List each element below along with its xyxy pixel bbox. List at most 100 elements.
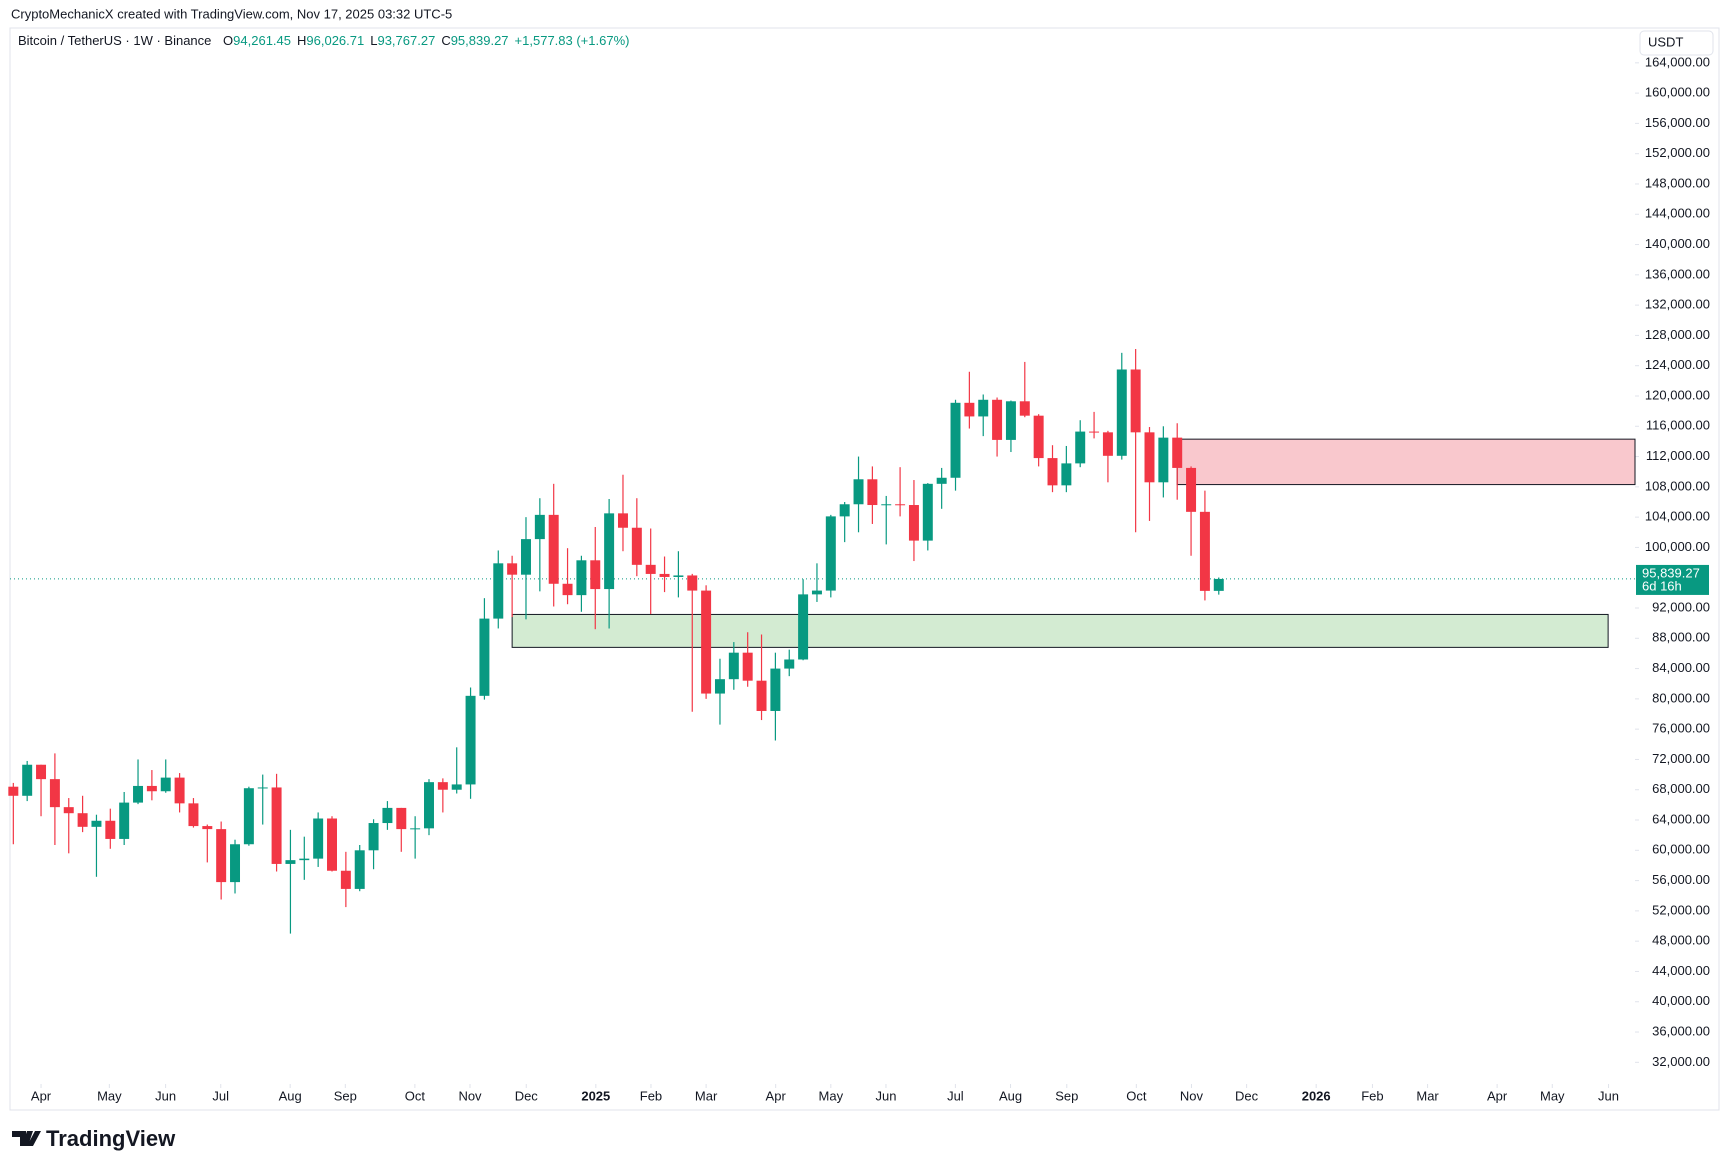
candle-body bbox=[784, 659, 795, 669]
candle-body bbox=[77, 813, 88, 827]
candle-body bbox=[922, 483, 933, 541]
x-tick-label: Oct bbox=[1126, 1088, 1147, 1103]
candle-body bbox=[1033, 415, 1044, 459]
candle-body bbox=[119, 802, 130, 839]
candle-body bbox=[465, 695, 476, 785]
candle-body bbox=[1019, 401, 1030, 416]
candle-body bbox=[410, 828, 421, 830]
candle-body bbox=[548, 514, 559, 584]
y-tick-label: 140,000.00 bbox=[1645, 236, 1710, 251]
candle-body bbox=[950, 402, 961, 478]
x-tick-label: Dec bbox=[1235, 1088, 1259, 1103]
y-tick-label: 92,000.00 bbox=[1652, 599, 1710, 614]
candle-body bbox=[714, 679, 725, 694]
candle-body bbox=[895, 504, 906, 506]
x-tick-label: 2025 bbox=[581, 1088, 610, 1103]
x-tick-label: Apr bbox=[766, 1088, 787, 1103]
candle-body bbox=[673, 575, 684, 577]
legend-label: H bbox=[297, 33, 306, 48]
candle-body bbox=[1061, 463, 1072, 486]
candle-body bbox=[1047, 458, 1058, 486]
candle-body bbox=[770, 668, 781, 711]
x-tick-label: May bbox=[1540, 1088, 1565, 1103]
candle-body bbox=[174, 777, 185, 804]
candle-body bbox=[839, 504, 850, 517]
candle-body bbox=[257, 787, 268, 789]
candle-body bbox=[881, 504, 892, 506]
x-tick-label: Feb bbox=[640, 1088, 662, 1103]
candle-body bbox=[243, 788, 254, 845]
currency-button[interactable] bbox=[1639, 30, 1714, 56]
legend-value: 96,026.71 bbox=[306, 33, 364, 48]
candle-body bbox=[479, 618, 490, 696]
candle-body bbox=[299, 858, 310, 861]
candle-body bbox=[1144, 432, 1155, 483]
candle-body bbox=[1089, 431, 1100, 433]
candle-body bbox=[978, 399, 989, 417]
candle-body bbox=[992, 399, 1003, 440]
candle-body bbox=[798, 594, 809, 660]
y-tick-label: 64,000.00 bbox=[1652, 811, 1710, 826]
candle-body bbox=[91, 820, 102, 827]
x-tick-label: Feb bbox=[1361, 1088, 1383, 1103]
candle-body bbox=[493, 563, 504, 619]
y-tick-label: 60,000.00 bbox=[1652, 842, 1710, 857]
y-tick-label: 148,000.00 bbox=[1645, 175, 1710, 190]
candle-body bbox=[396, 807, 407, 830]
legend-label: C bbox=[441, 33, 450, 48]
y-tick-label: 36,000.00 bbox=[1652, 1023, 1710, 1038]
x-tick-label: Sep bbox=[334, 1088, 357, 1103]
y-tick-label: 44,000.00 bbox=[1652, 963, 1710, 978]
candle-body bbox=[437, 782, 448, 790]
y-tick-label: 52,000.00 bbox=[1652, 902, 1710, 917]
y-tick-label: 108,000.00 bbox=[1645, 478, 1710, 493]
candle-body bbox=[728, 652, 739, 680]
candle-body bbox=[1213, 578, 1224, 591]
candle-body bbox=[687, 575, 698, 591]
y-tick-label: 32,000.00 bbox=[1652, 1054, 1710, 1069]
x-tick-label: Jul bbox=[212, 1088, 229, 1103]
x-tick-label: Sep bbox=[1055, 1088, 1078, 1103]
candle-body bbox=[216, 829, 227, 883]
x-tick-label: Aug bbox=[279, 1088, 302, 1103]
y-tick-label: 104,000.00 bbox=[1645, 509, 1710, 524]
y-tick-label: 156,000.00 bbox=[1645, 115, 1710, 130]
candle-body bbox=[520, 539, 531, 575]
legend-value: 93,767.27 bbox=[377, 33, 435, 48]
candle-body bbox=[271, 787, 282, 864]
x-tick-label: May bbox=[819, 1088, 844, 1103]
y-tick-label: 48,000.00 bbox=[1652, 933, 1710, 948]
candle-body bbox=[867, 479, 878, 506]
candle-body bbox=[146, 785, 157, 792]
x-tick-label: Nov bbox=[458, 1088, 482, 1103]
candle-body bbox=[1102, 432, 1113, 456]
candle-body bbox=[701, 590, 712, 694]
y-tick-label: 152,000.00 bbox=[1645, 145, 1710, 160]
candle-body bbox=[631, 527, 642, 565]
y-tick-label: 56,000.00 bbox=[1652, 872, 1710, 887]
x-tick-label: Nov bbox=[1180, 1088, 1204, 1103]
candle-body bbox=[340, 870, 351, 889]
candle-body bbox=[1158, 437, 1169, 483]
y-tick-label: 84,000.00 bbox=[1652, 660, 1710, 675]
y-tick-label: 144,000.00 bbox=[1645, 206, 1710, 221]
candle-body bbox=[8, 786, 19, 796]
candle-body bbox=[617, 513, 628, 528]
currency[interactable]: USDT bbox=[1648, 34, 1683, 49]
candle-body bbox=[382, 807, 393, 824]
candle-body bbox=[133, 785, 144, 803]
candle-body bbox=[742, 652, 753, 681]
candle-body bbox=[590, 560, 601, 590]
candle-body bbox=[105, 820, 116, 839]
candle-body bbox=[368, 823, 379, 851]
candle-body bbox=[230, 844, 241, 883]
candle-body bbox=[188, 803, 199, 827]
candle-body bbox=[825, 516, 836, 591]
x-tick-label: Aug bbox=[999, 1088, 1022, 1103]
candle-body bbox=[645, 564, 656, 574]
symbol: Bitcoin / TetherUS · 1W · Binance bbox=[18, 33, 211, 48]
symbol-header: Bitcoin / TetherUS · 1W · Binance O94,26… bbox=[18, 33, 629, 48]
legend-label: O bbox=[223, 33, 233, 48]
candle-body bbox=[1075, 431, 1086, 464]
x-tick-label: Jun bbox=[1598, 1088, 1619, 1103]
